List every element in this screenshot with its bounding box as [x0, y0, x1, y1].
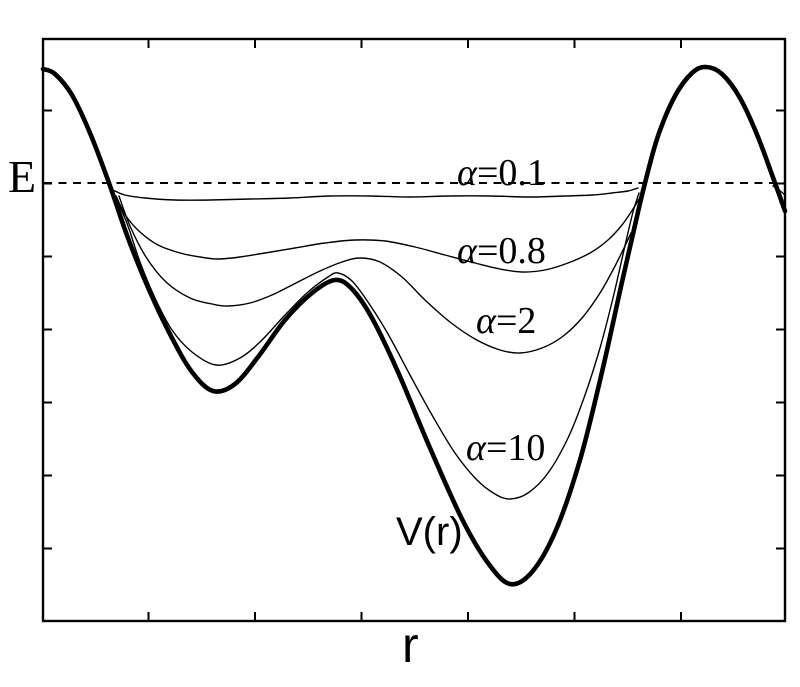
curve-alpha-0p1 [112, 187, 639, 201]
alpha-0.1-curve-label: α=0.1 [457, 154, 546, 192]
curve-alpha-2 [118, 195, 632, 354]
alpha-10-curve-label: α=10 [466, 429, 545, 467]
curve-alpha-0p8 [115, 195, 640, 273]
x-axis-text: r [402, 617, 419, 673]
energy-level-text: E [7, 151, 37, 202]
alpha-symbol: α [476, 300, 496, 342]
curve-V [40, 64, 788, 587]
curve-alpha-10 [116, 192, 640, 500]
alpha-10-value: =10 [485, 427, 546, 469]
alpha-2-curve-label: α=2 [476, 302, 536, 340]
energy-level-label: E [2, 154, 42, 200]
potential-curve-text: V(r) [396, 510, 463, 554]
alpha-symbol: α [457, 230, 477, 272]
alpha-symbol: α [457, 152, 477, 194]
alpha-symbol: α [466, 427, 486, 469]
alpha-2-value: =2 [495, 300, 537, 342]
alpha-0.8-curve-label: α=0.8 [457, 232, 546, 270]
x-axis-label: r [402, 620, 419, 670]
alpha-0.1-value: =0.1 [476, 152, 546, 194]
potential-curve-label: V(r) [396, 512, 463, 552]
alpha-0.8-value: =0.8 [476, 230, 546, 272]
